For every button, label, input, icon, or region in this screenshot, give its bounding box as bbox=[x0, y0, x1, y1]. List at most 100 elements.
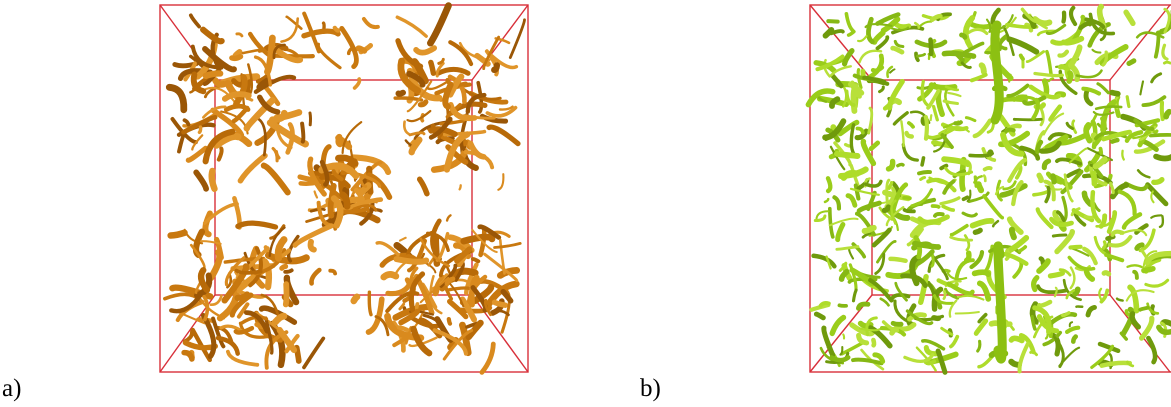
vortex-tube bbox=[896, 283, 907, 300]
vortex-tube bbox=[275, 316, 284, 322]
vortex-tube bbox=[1041, 109, 1043, 124]
vortex-tube bbox=[238, 223, 276, 227]
vortex-structures-a bbox=[165, 6, 525, 373]
edge bbox=[472, 5, 528, 80]
vortex-tube bbox=[895, 41, 903, 46]
vortex-tube bbox=[1044, 161, 1048, 168]
vortex-tube bbox=[1061, 67, 1068, 69]
vortex-tube bbox=[1138, 170, 1149, 177]
vortex-tube bbox=[1034, 278, 1037, 290]
vortex-tube bbox=[431, 62, 434, 73]
vortex-tube bbox=[923, 119, 924, 124]
vortex-tube bbox=[1073, 337, 1075, 342]
vortex-tube bbox=[1140, 81, 1143, 94]
vortex-tube bbox=[840, 347, 842, 355]
vortex-tube bbox=[270, 123, 305, 144]
vortex-tube bbox=[286, 284, 287, 304]
vortex-tube bbox=[828, 178, 830, 191]
vortex-tube bbox=[397, 17, 426, 36]
vortex-tube bbox=[949, 284, 973, 294]
vortex-tube bbox=[285, 270, 292, 272]
vortex-tube bbox=[1120, 192, 1135, 215]
vortex-tube bbox=[1140, 308, 1148, 310]
vortex-tube bbox=[857, 128, 863, 132]
vortex-tube bbox=[851, 125, 853, 154]
vortex-tube bbox=[951, 237, 972, 240]
vortex-tube bbox=[975, 230, 980, 232]
vortex-tube bbox=[236, 271, 260, 273]
vortex-tube bbox=[1067, 328, 1078, 332]
vortex-tube bbox=[975, 121, 990, 136]
vortex-tube bbox=[934, 107, 938, 120]
vortex-tube bbox=[938, 351, 945, 372]
vortex-tube bbox=[430, 6, 448, 44]
vortex-tube bbox=[1163, 45, 1167, 59]
vortex-tube bbox=[1101, 149, 1102, 153]
vortex-tube bbox=[943, 206, 953, 210]
vortex-tube bbox=[191, 15, 199, 26]
vortex-tube bbox=[169, 87, 184, 110]
vortex-tube bbox=[420, 179, 427, 193]
vortex-tube bbox=[310, 113, 311, 125]
vortex-tube bbox=[1151, 135, 1171, 136]
vortex-tube bbox=[995, 25, 999, 120]
vortex-tube bbox=[1156, 33, 1159, 57]
vortex-tube bbox=[318, 44, 340, 67]
vortex-tube bbox=[1134, 272, 1137, 278]
vortex-tube bbox=[874, 230, 889, 245]
vortex-tube bbox=[905, 355, 933, 362]
vortex-tube bbox=[343, 122, 362, 153]
vortex-tube bbox=[1039, 302, 1050, 306]
vortex-tube bbox=[825, 199, 828, 202]
vortex-tube bbox=[1014, 119, 1041, 120]
vortex-tube bbox=[408, 111, 431, 121]
vortex-tube bbox=[918, 54, 925, 56]
vortex-tube bbox=[1142, 318, 1152, 338]
vortex-tube bbox=[858, 304, 868, 308]
vortex-tube bbox=[1069, 258, 1093, 270]
vortex-tube bbox=[1104, 242, 1105, 248]
vortex-tube bbox=[860, 51, 882, 62]
vortex-tube bbox=[264, 166, 288, 193]
vortex-tube bbox=[978, 341, 980, 351]
vortex-tube bbox=[473, 259, 478, 261]
vortex-tube bbox=[932, 85, 955, 88]
vortex-tube bbox=[1011, 362, 1019, 365]
vortex-tube bbox=[1020, 344, 1028, 372]
vortex-tube bbox=[964, 197, 968, 199]
vortex-tube bbox=[1071, 247, 1081, 248]
vortex-tube bbox=[967, 253, 969, 260]
vortex-tube bbox=[915, 244, 938, 247]
vortex-tube bbox=[1104, 273, 1109, 274]
vortex-tube bbox=[364, 19, 378, 27]
vortex-tube bbox=[893, 48, 902, 52]
vortex-tube bbox=[1047, 25, 1064, 33]
vortex-tube bbox=[185, 120, 189, 124]
vortex-tube bbox=[267, 38, 272, 72]
vortex-tube bbox=[1152, 74, 1161, 82]
vortex-tube bbox=[907, 133, 912, 137]
vortex-tube bbox=[935, 214, 943, 216]
vortex-tube bbox=[1156, 153, 1171, 159]
vortex-tube bbox=[400, 238, 406, 241]
vortex-tube bbox=[1126, 12, 1133, 23]
vortex-tube bbox=[1020, 247, 1025, 251]
vortex-tube bbox=[420, 102, 425, 105]
vortex-tube bbox=[1112, 232, 1122, 235]
vortex-tube bbox=[1034, 192, 1047, 195]
vortex-tube bbox=[837, 247, 858, 250]
vortex-tube bbox=[171, 233, 185, 236]
vortex-tube bbox=[1060, 52, 1067, 56]
vortex-tube bbox=[1102, 363, 1130, 366]
vortex-tube bbox=[846, 14, 852, 31]
vortex-tube bbox=[830, 209, 833, 237]
vortex-tube bbox=[315, 192, 317, 198]
vortex-tube bbox=[1144, 269, 1153, 271]
vortex-tube bbox=[944, 101, 957, 103]
vortex-tube bbox=[1081, 24, 1090, 28]
vortex-tube bbox=[944, 159, 968, 164]
vortex-tube bbox=[1011, 338, 1022, 340]
vortex-tube bbox=[1148, 185, 1166, 204]
vortex-tube bbox=[889, 161, 893, 169]
vortex-tube bbox=[489, 127, 518, 143]
